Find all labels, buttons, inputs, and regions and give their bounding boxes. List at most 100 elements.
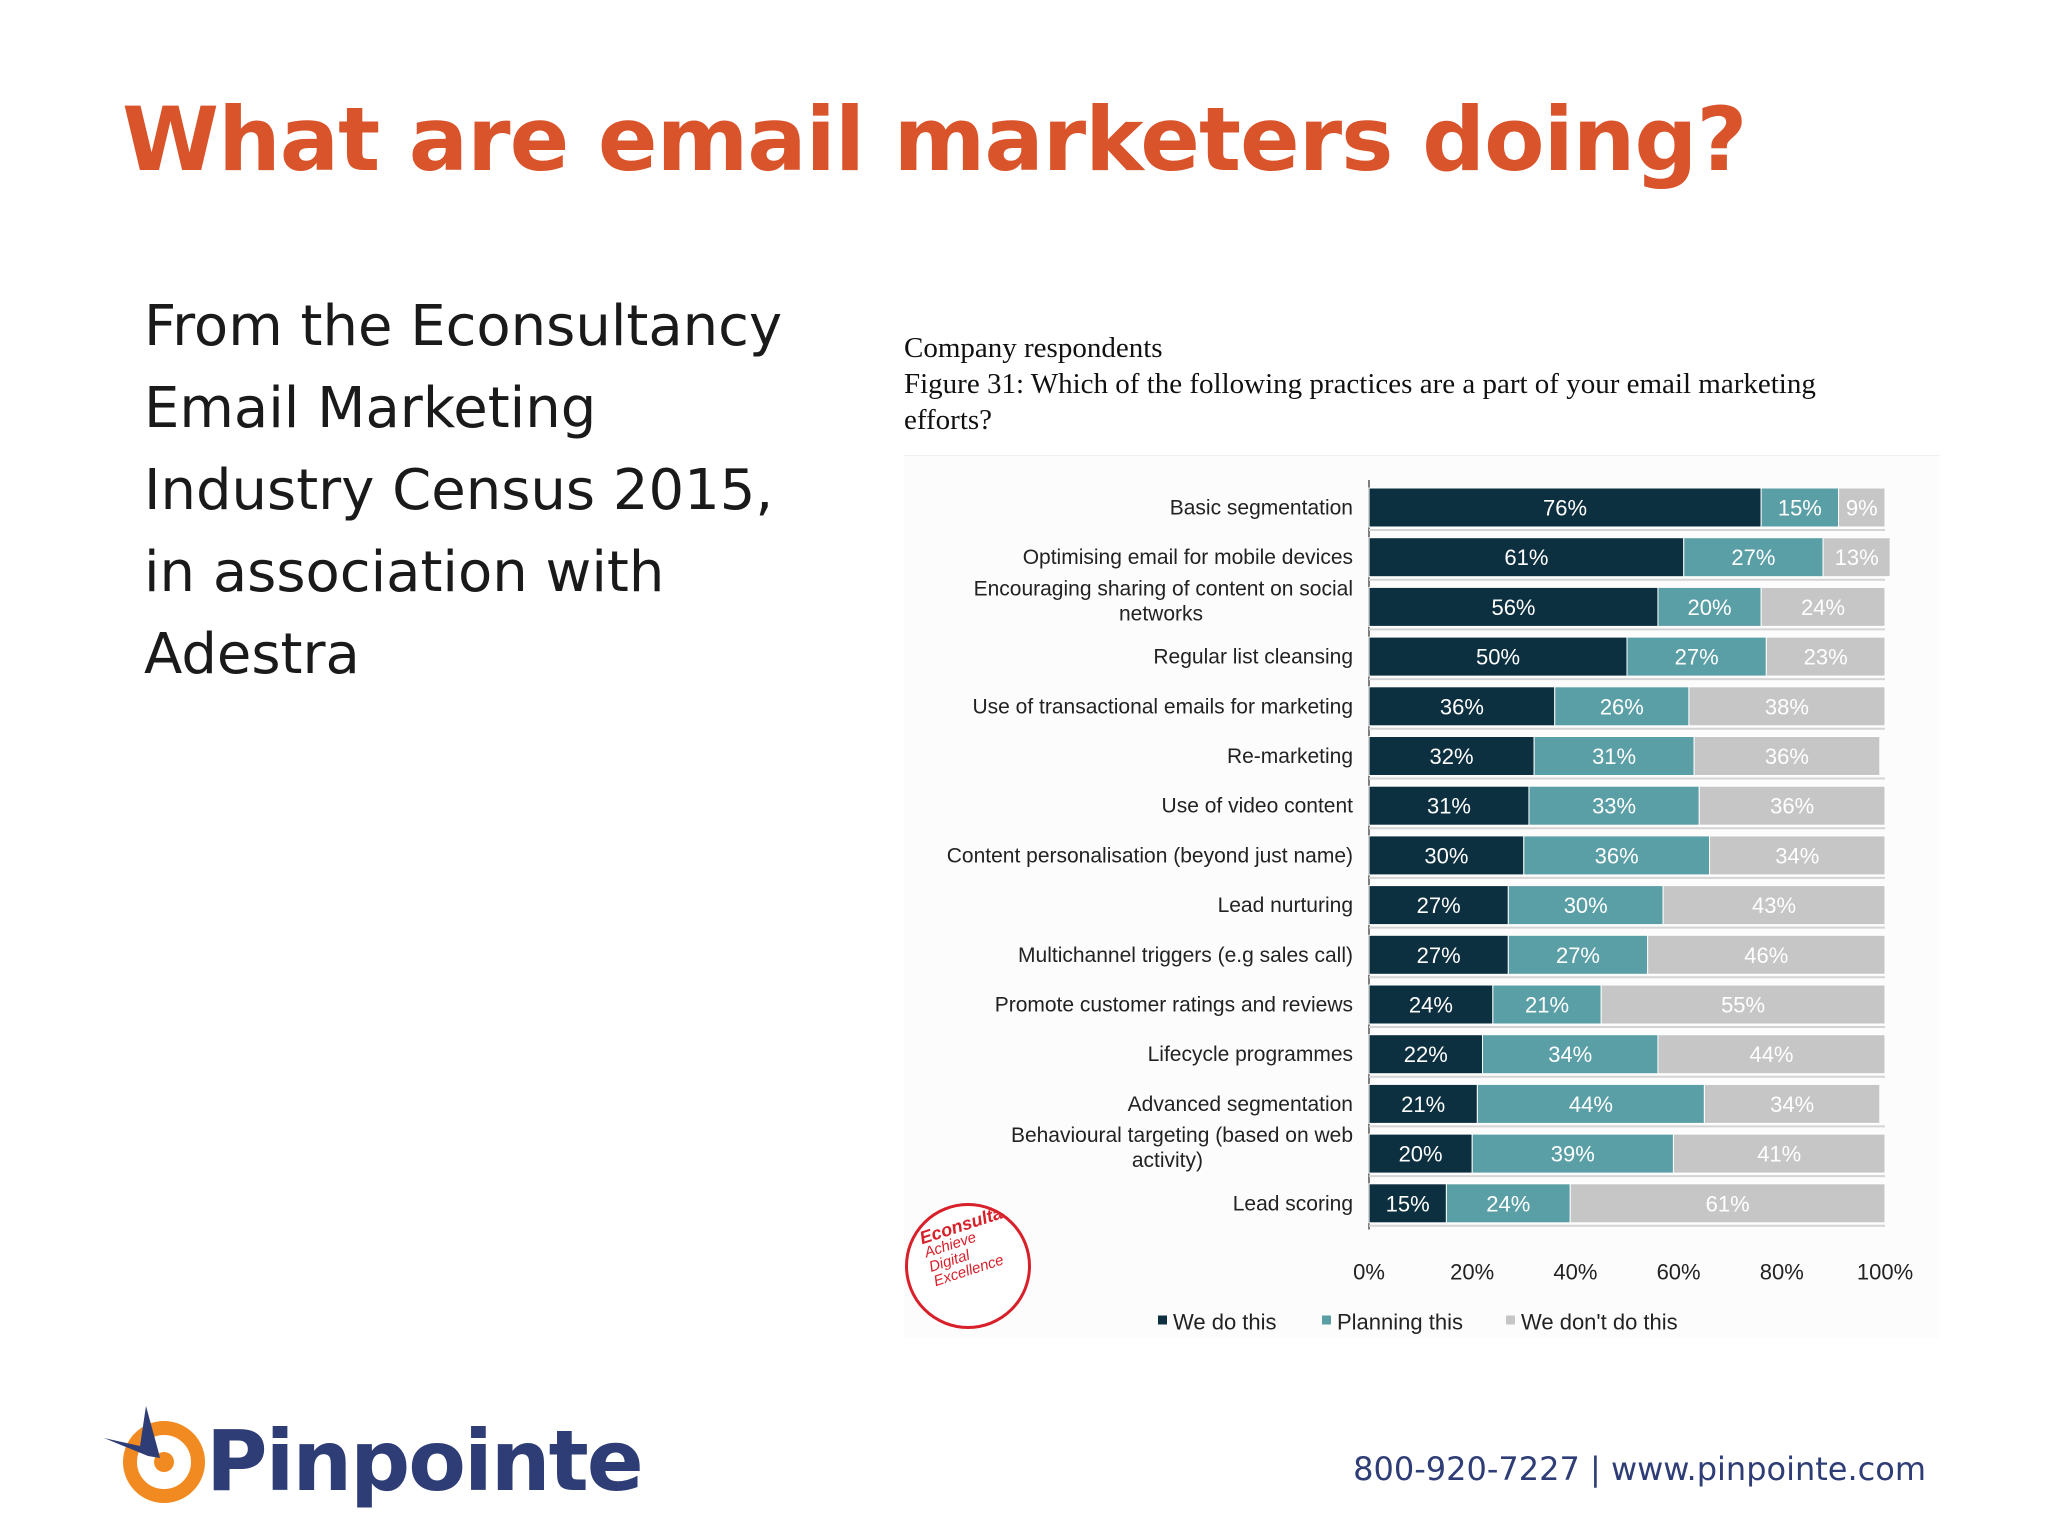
- category-label: Lifecycle programmes: [1148, 1043, 1353, 1066]
- bar-segment: [1760, 487, 1840, 528]
- bar-segment: [1662, 885, 1886, 926]
- bar-segment: [1554, 686, 1690, 727]
- data-label: 61%: [1706, 1191, 1750, 1216]
- x-tick-label: 80%: [1760, 1260, 1804, 1285]
- legend-swatch: [1506, 1315, 1515, 1325]
- category-label: Regular list cleansing: [1153, 646, 1353, 669]
- data-label: 41%: [1757, 1142, 1801, 1167]
- intro-line: in association with: [144, 540, 665, 605]
- pinpointe-logo-icon: [104, 1406, 205, 1503]
- bar-segment: [1765, 636, 1886, 677]
- bar-segment: [1445, 1183, 1571, 1224]
- data-label: 26%: [1600, 694, 1644, 719]
- legend-swatch: [1322, 1315, 1331, 1325]
- x-tick-label: 20%: [1450, 1260, 1494, 1285]
- legend-label: We don't do this: [1521, 1310, 1678, 1335]
- bar-segment: [1838, 487, 1886, 528]
- data-label: 13%: [1835, 545, 1879, 570]
- bar-segment: [1533, 736, 1695, 776]
- data-label: 30%: [1424, 843, 1468, 868]
- data-label: 21%: [1525, 993, 1569, 1018]
- bar-segment: [1482, 1034, 1659, 1075]
- intro-line: Email Marketing: [144, 376, 597, 441]
- data-label: 9%: [1846, 496, 1878, 521]
- intro-line: Industry Census 2015,: [144, 458, 774, 523]
- intro-line: Adestra: [144, 622, 360, 687]
- category-label: Optimising email for mobile devices: [1023, 546, 1353, 569]
- data-label: 43%: [1752, 893, 1796, 918]
- legend-swatch: [1158, 1315, 1167, 1325]
- data-label: 44%: [1569, 1092, 1613, 1117]
- bar-segment: [1698, 785, 1886, 826]
- data-label: 36%: [1595, 843, 1639, 868]
- data-label: 44%: [1749, 1042, 1793, 1067]
- data-label: 32%: [1430, 744, 1474, 769]
- category-label: Lead nurturing: [1218, 894, 1353, 917]
- bar-segment: [1703, 1083, 1881, 1124]
- footer-contact: 800-920-7227 | www.pinpointe.com: [1353, 1450, 1926, 1488]
- data-label: 24%: [1801, 595, 1845, 620]
- figure-caption: Company respondents Figure 31: Which of …: [904, 330, 1914, 438]
- category-label: Lead scoring: [1233, 1192, 1353, 1215]
- data-label: 27%: [1731, 545, 1775, 570]
- data-label: 30%: [1564, 893, 1608, 918]
- data-label: 56%: [1491, 595, 1535, 620]
- bar-segment: [1709, 835, 1886, 876]
- bar-segment: [1657, 586, 1762, 627]
- data-label: 50%: [1476, 645, 1520, 670]
- data-label: 36%: [1765, 744, 1809, 769]
- caption-line: Company respondents: [904, 332, 1163, 364]
- category-label: Behavioural targeting (based on web activ…: [1011, 1124, 1353, 1172]
- data-label: 27%: [1417, 893, 1461, 918]
- bar-segment: [1368, 686, 1556, 727]
- bar-segment: [1647, 934, 1886, 975]
- bar-segment: [1368, 934, 1509, 975]
- data-label: 21%: [1401, 1092, 1445, 1117]
- legend-label: Planning this: [1337, 1310, 1463, 1335]
- chart-area: Basic segmentation 76% 15% 9% Optimising ema…: [904, 455, 1940, 1338]
- stacked-bar-chart: Basic segmentation 76% 15% 9% Optimising ema…: [947, 480, 1913, 1335]
- bar-segment: [1368, 736, 1535, 776]
- legend-label: We do this: [1173, 1310, 1277, 1335]
- data-label: 20%: [1399, 1142, 1443, 1167]
- data-label: 46%: [1744, 943, 1788, 968]
- data-label: 39%: [1551, 1142, 1595, 1167]
- data-label: 15%: [1386, 1191, 1430, 1216]
- category-label: Advanced segmentation: [1128, 1093, 1353, 1116]
- bar-segment: [1523, 835, 1711, 876]
- category-label: Re-marketing: [1227, 745, 1353, 768]
- data-label: 23%: [1804, 645, 1848, 670]
- bar-segment: [1688, 686, 1886, 727]
- bar-segment: [1683, 537, 1824, 578]
- data-label: 36%: [1770, 794, 1814, 819]
- bar-segment: [1476, 1083, 1705, 1124]
- data-label: 34%: [1775, 843, 1819, 868]
- bar-segment: [1672, 1133, 1886, 1174]
- bar-segment: [1693, 736, 1881, 776]
- bar-segment: [1626, 636, 1767, 677]
- econsultancy-stamp: Econsultancy Achieve Digital Excellence: [905, 1203, 1031, 1329]
- bar-segment: [1822, 537, 1891, 578]
- data-label: 76%: [1543, 496, 1587, 521]
- caption-line: efforts?: [904, 404, 993, 436]
- data-label: 34%: [1770, 1092, 1814, 1117]
- x-tick-label: 40%: [1553, 1260, 1597, 1285]
- bar-segment: [1471, 1133, 1674, 1174]
- category-label: Multichannel triggers (e.g sales call): [1018, 944, 1353, 967]
- bar-segment: [1368, 586, 1659, 627]
- data-label: 61%: [1504, 545, 1548, 570]
- bar-segment: [1368, 835, 1525, 876]
- bar-segment: [1492, 984, 1602, 1025]
- slide-title: What are email marketers doing?: [122, 88, 1747, 191]
- data-label: 31%: [1592, 744, 1636, 769]
- data-label: 31%: [1427, 794, 1471, 819]
- category-label: Promote customer ratings and reviews: [995, 994, 1353, 1017]
- data-label: 27%: [1417, 943, 1461, 968]
- data-label: 27%: [1556, 943, 1600, 968]
- x-tick-label: 100%: [1857, 1260, 1913, 1285]
- bar-segment: [1368, 537, 1685, 578]
- data-label: 27%: [1675, 645, 1719, 670]
- bar-segment: [1600, 984, 1886, 1025]
- bar-segment: [1569, 1183, 1886, 1224]
- data-label: 55%: [1721, 993, 1765, 1018]
